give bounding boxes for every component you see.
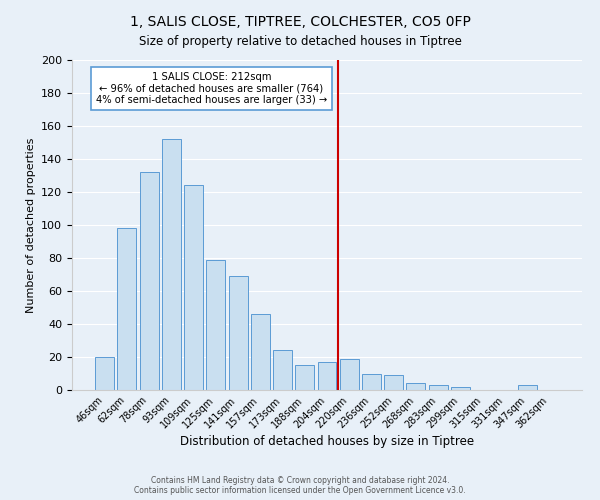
Bar — [95, 357, 114, 390]
Bar — [140, 172, 158, 390]
Bar — [184, 186, 203, 390]
Bar — [273, 350, 292, 390]
Bar — [118, 228, 136, 390]
Y-axis label: Number of detached properties: Number of detached properties — [26, 138, 35, 312]
Bar — [251, 314, 270, 390]
Text: Contains HM Land Registry data © Crown copyright and database right 2024.
Contai: Contains HM Land Registry data © Crown c… — [134, 476, 466, 495]
Bar — [206, 260, 225, 390]
Bar — [518, 385, 536, 390]
Bar — [384, 375, 403, 390]
Bar — [451, 386, 470, 390]
Bar — [340, 358, 359, 390]
Bar — [429, 385, 448, 390]
Text: 1 SALIS CLOSE: 212sqm
← 96% of detached houses are smaller (764)
4% of semi-deta: 1 SALIS CLOSE: 212sqm ← 96% of detached … — [96, 72, 327, 104]
Text: 1, SALIS CLOSE, TIPTREE, COLCHESTER, CO5 0FP: 1, SALIS CLOSE, TIPTREE, COLCHESTER, CO5… — [130, 15, 470, 29]
Bar — [229, 276, 248, 390]
Bar — [295, 365, 314, 390]
Bar — [317, 362, 337, 390]
Bar — [406, 384, 425, 390]
Bar — [362, 374, 381, 390]
Bar — [162, 139, 181, 390]
Text: Size of property relative to detached houses in Tiptree: Size of property relative to detached ho… — [139, 35, 461, 48]
X-axis label: Distribution of detached houses by size in Tiptree: Distribution of detached houses by size … — [180, 436, 474, 448]
